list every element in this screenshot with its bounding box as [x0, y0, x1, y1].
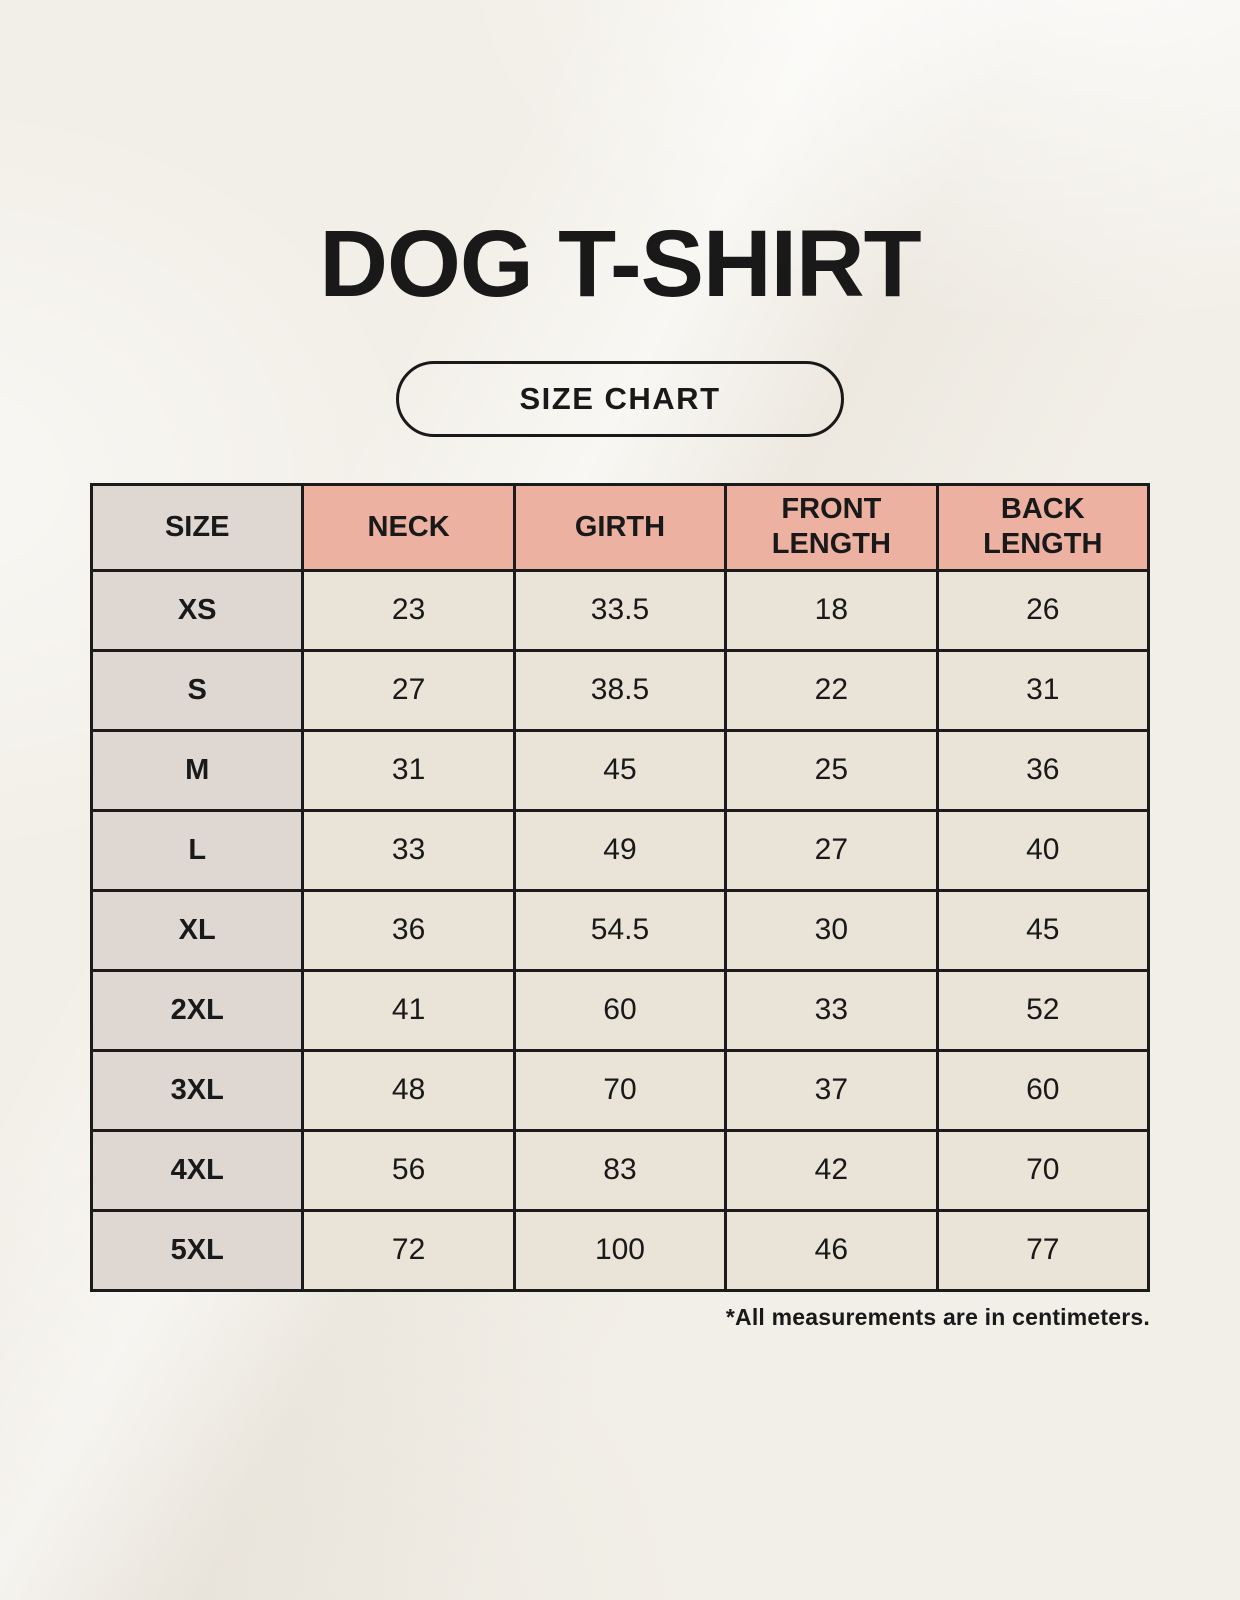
value-xl-girth: 54.5	[512, 888, 728, 972]
value-xs-back-length: 26	[935, 568, 1151, 652]
value-3xl-front-length: 37	[724, 1048, 939, 1132]
value-m-front-length: 25	[724, 728, 939, 812]
value-m-neck: 31	[301, 728, 516, 812]
value-2xl-girth: 60	[512, 968, 728, 1052]
table-row-xl: XL 36 54.5 30 45	[89, 888, 1151, 972]
value-3xl-girth: 70	[512, 1048, 728, 1132]
value-3xl-neck: 48	[301, 1048, 516, 1132]
table-body: XS 23 33.5 18 26 S 27 38.5 22 31 M 31 45 25 36 L 33 49 27 4…	[89, 568, 1151, 1292]
table-row-m: M 31 45 25 36	[89, 728, 1151, 812]
table-row-2xl: 2XL 41 60 33 52	[89, 968, 1151, 1052]
value-xl-back-length: 45	[935, 888, 1151, 972]
value-m-back-length: 36	[935, 728, 1151, 812]
value-3xl-back-length: 60	[935, 1048, 1151, 1132]
value-s-front-length: 22	[724, 648, 939, 732]
value-4xl-front-length: 42	[724, 1128, 939, 1212]
value-2xl-front-length: 33	[724, 968, 939, 1052]
value-5xl-girth: 100	[512, 1208, 728, 1292]
row-label-2xl: 2XL	[89, 968, 305, 1052]
table-row-xs: XS 23 33.5 18 26	[89, 568, 1151, 652]
table-row-5xl: 5XL 72 100 46 77	[89, 1208, 1151, 1292]
row-label-l: L	[89, 808, 305, 892]
value-l-back-length: 40	[935, 808, 1151, 892]
value-5xl-neck: 72	[301, 1208, 516, 1292]
value-2xl-neck: 41	[301, 968, 516, 1052]
value-xs-girth: 33.5	[512, 568, 728, 652]
value-4xl-back-length: 70	[935, 1128, 1151, 1212]
value-s-back-length: 31	[935, 648, 1151, 732]
row-label-xl: XL	[89, 888, 305, 972]
row-label-5xl: 5XL	[89, 1208, 305, 1292]
column-header-back-length: BACK LENGTH	[935, 482, 1151, 572]
value-4xl-girth: 83	[512, 1128, 728, 1212]
value-l-neck: 33	[301, 808, 516, 892]
measurements-footnote: *All measurements are in centimeters.	[725, 1303, 1150, 1330]
row-label-3xl: 3XL	[89, 1048, 305, 1132]
row-label-m: M	[89, 728, 305, 812]
value-l-girth: 49	[512, 808, 728, 892]
table-row-s: S 27 38.5 22 31	[89, 648, 1151, 732]
table-row-4xl: 4XL 56 83 42 70	[89, 1128, 1151, 1212]
column-header-size: SIZE	[89, 482, 305, 572]
page-title: DOG T-SHIRT	[319, 211, 921, 317]
value-s-neck: 27	[301, 648, 516, 732]
value-xs-front-length: 18	[724, 568, 939, 652]
table-row-l: L 33 49 27 40	[89, 808, 1151, 892]
value-m-girth: 45	[512, 728, 728, 812]
value-xl-front-length: 30	[724, 888, 939, 972]
size-chart-badge: SIZE CHART	[396, 360, 844, 437]
value-5xl-back-length: 77	[935, 1208, 1151, 1292]
row-label-4xl: 4XL	[89, 1128, 305, 1212]
value-xs-neck: 23	[301, 568, 516, 652]
size-chart-table: SIZE NECK GIRTH FRONT LENGTH BACK LENGTH XS 2…	[89, 482, 1151, 1292]
column-header-girth: GIRTH	[512, 482, 728, 572]
column-header-front-length: FRONT LENGTH	[724, 482, 939, 572]
value-xl-neck: 36	[301, 888, 516, 972]
row-label-xs: XS	[89, 568, 305, 652]
value-5xl-front-length: 46	[724, 1208, 939, 1292]
value-l-front-length: 27	[724, 808, 939, 892]
table-header: SIZE NECK GIRTH FRONT LENGTH BACK LENGTH	[89, 482, 1151, 572]
column-header-neck: NECK	[301, 482, 516, 572]
value-2xl-back-length: 52	[935, 968, 1151, 1052]
size-chart-badge-label: SIZE CHART	[519, 380, 721, 416]
value-4xl-neck: 56	[301, 1128, 516, 1212]
header-row: SIZE NECK GIRTH FRONT LENGTH BACK LENGTH	[89, 482, 1151, 572]
table-row-3xl: 3XL 48 70 37 60	[89, 1048, 1151, 1132]
row-label-s: S	[89, 648, 305, 732]
value-s-girth: 38.5	[512, 648, 728, 732]
